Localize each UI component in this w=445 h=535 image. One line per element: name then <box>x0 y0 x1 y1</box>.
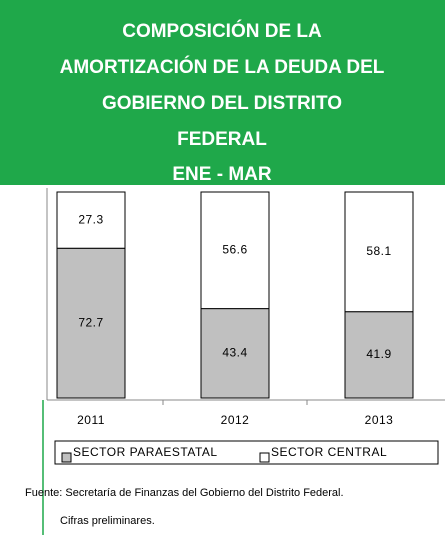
note: Cifras preliminares. <box>60 515 155 527</box>
bar-segment <box>200 191 270 310</box>
data-label: 72.7 <box>78 315 103 329</box>
x-tick-label: 2013 <box>365 413 394 427</box>
bar-segment <box>56 247 126 399</box>
bar-segment <box>200 308 270 399</box>
x-tick-label: 2011 <box>77 413 105 427</box>
data-label: 41.9 <box>366 347 391 361</box>
data-label: 43.4 <box>222 345 247 359</box>
bar-segment <box>344 191 414 313</box>
chart-title: FEDERAL <box>177 129 267 150</box>
bar-segment <box>344 311 414 399</box>
legend-swatch <box>61 452 72 463</box>
data-label: 56.6 <box>222 242 247 256</box>
chart-subtitle: ENE - MAR <box>172 164 272 185</box>
chart-title: GOBIERNO DEL DISTRITO <box>102 93 342 114</box>
legend-swatch <box>259 452 270 463</box>
legend <box>54 440 439 465</box>
x-tick-label: 2012 <box>221 413 250 427</box>
bar-segment <box>56 191 126 249</box>
legend-label: SECTOR PARAESTATAL <box>73 445 218 459</box>
chart-title: AMORTIZACIÓN DE LA DEUDA DEL <box>60 56 385 78</box>
data-label: 58.1 <box>366 244 391 258</box>
header <box>0 0 445 185</box>
chart-title: COMPOSICIÓN DE LA <box>122 20 322 42</box>
note: Fuente: Secretaría de Finanzas del Gobie… <box>25 487 344 499</box>
data-label: 27.3 <box>78 212 103 226</box>
legend-label: SECTOR CENTRAL <box>271 445 387 459</box>
